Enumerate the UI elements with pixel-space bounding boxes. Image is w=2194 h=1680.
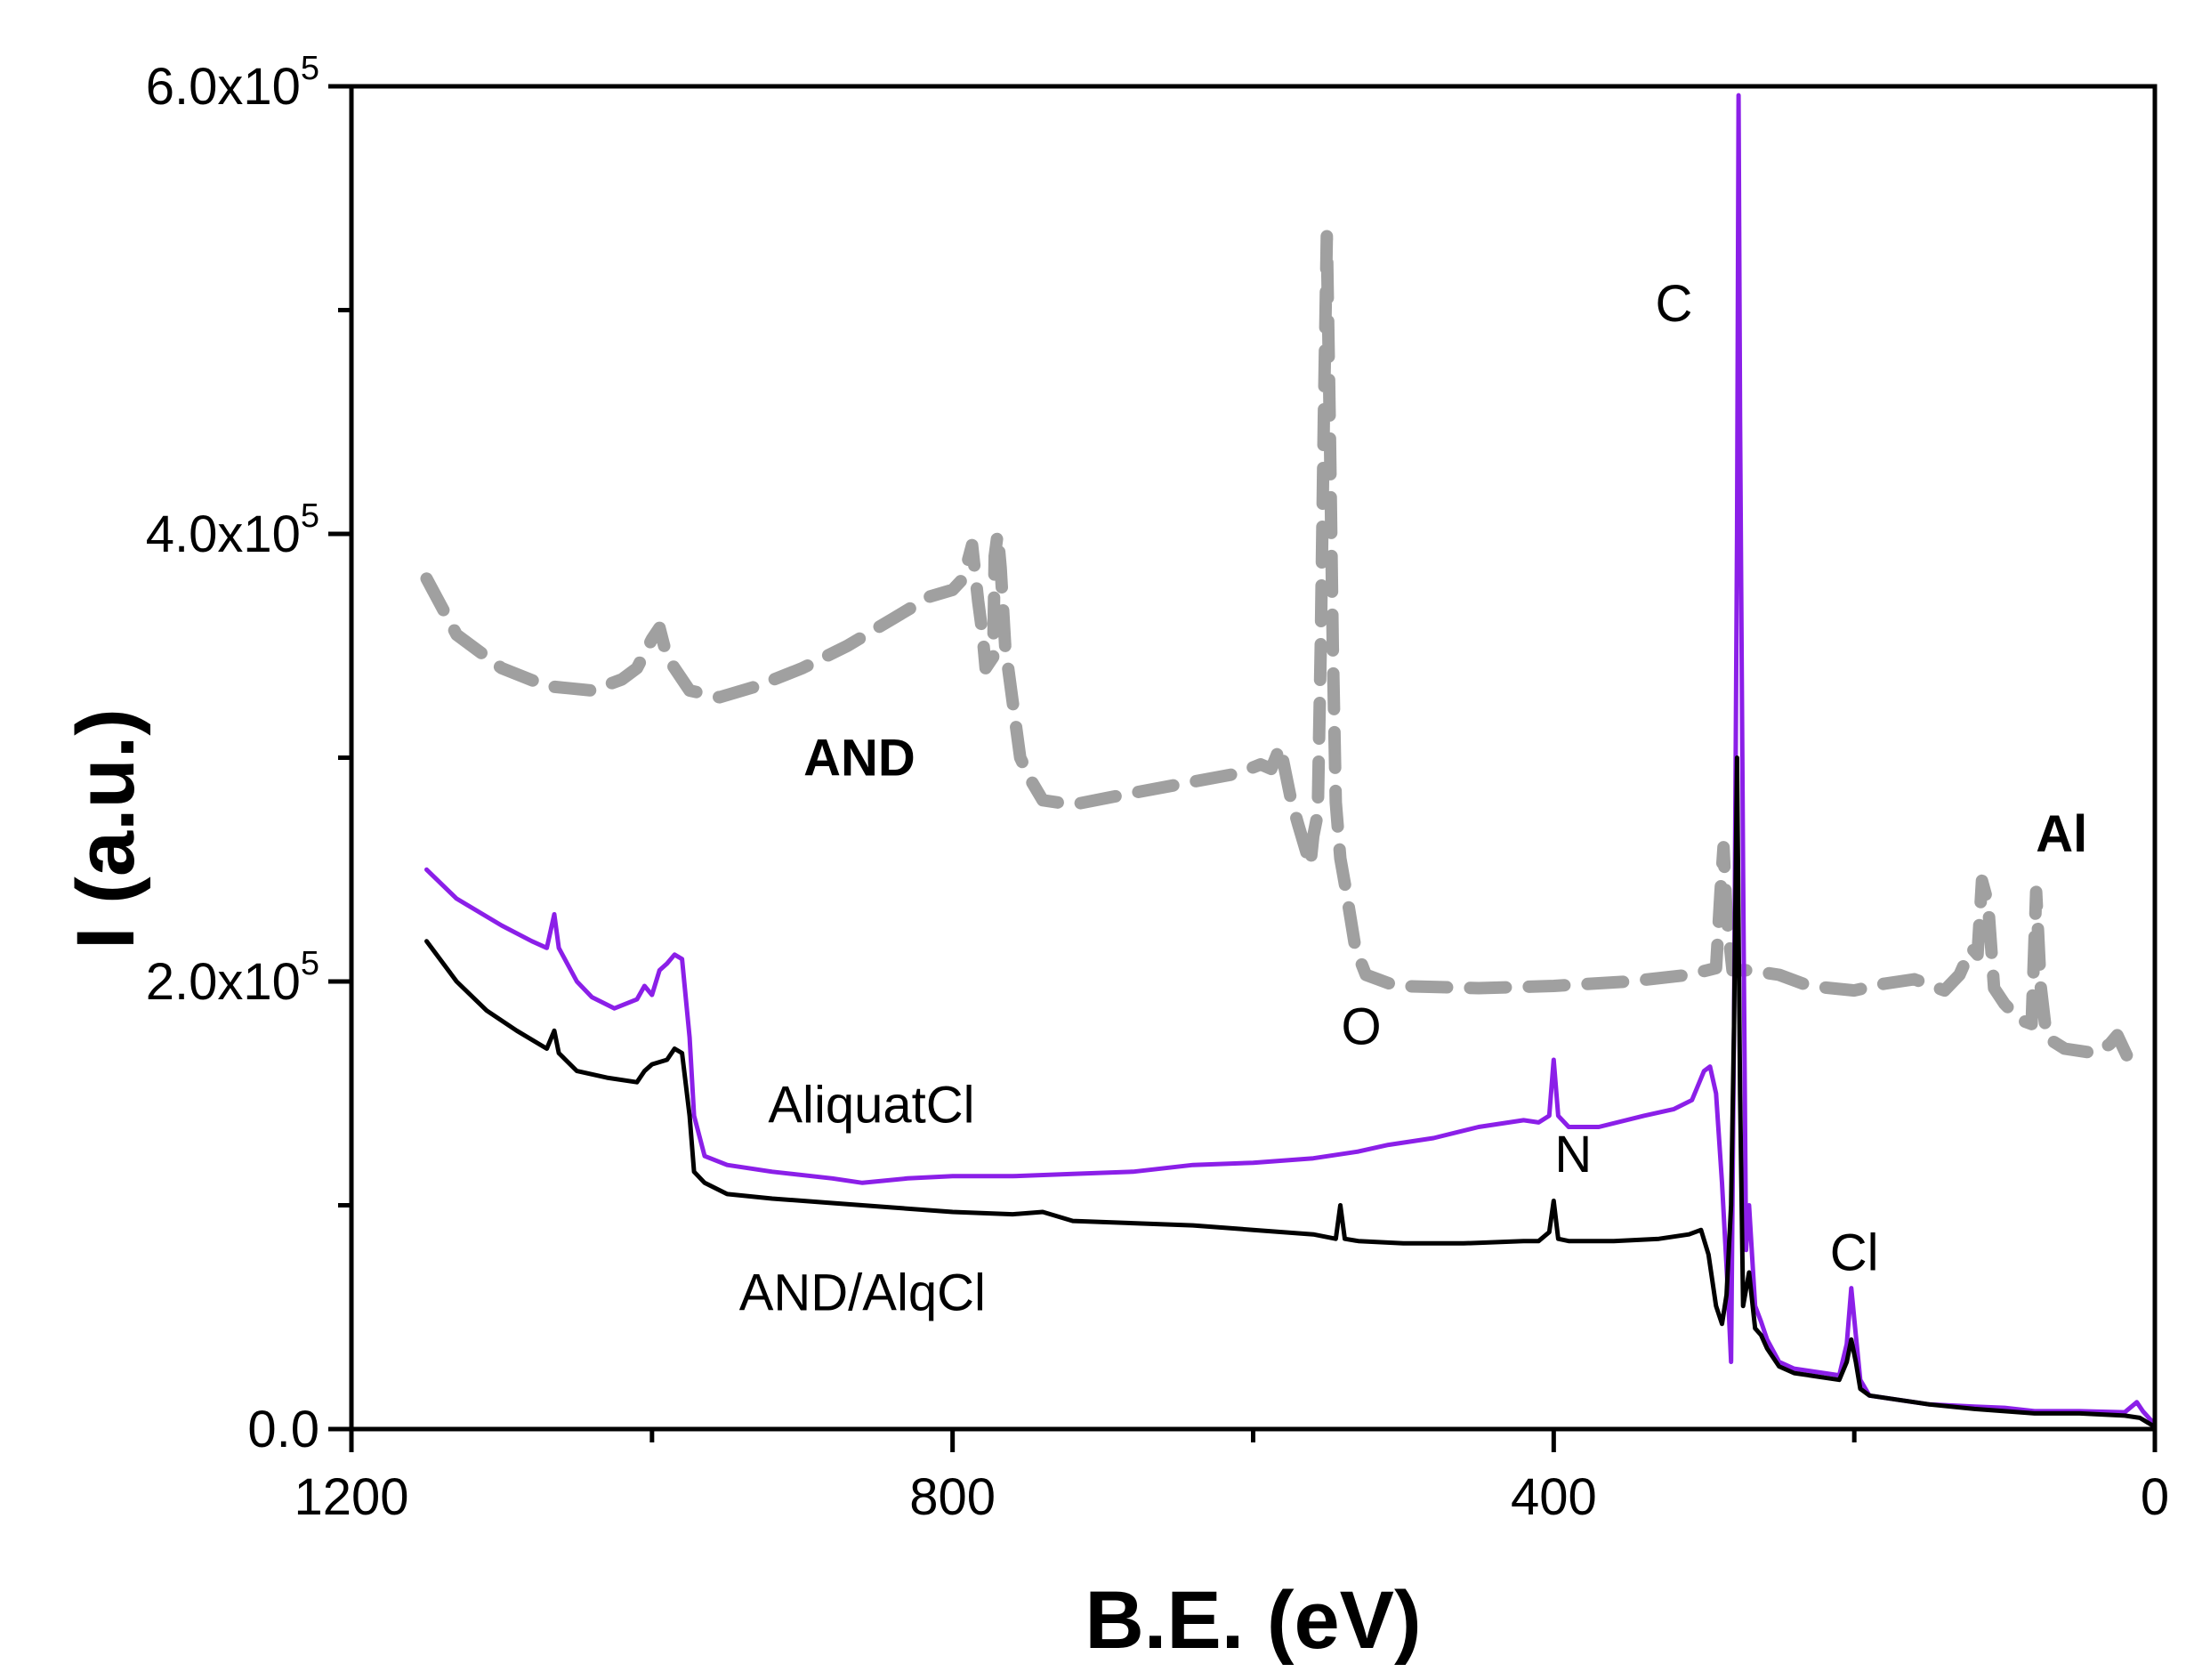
annotation-and: AND xyxy=(803,730,916,788)
annotation-and-alqcl: AND/AlqCl xyxy=(739,1264,986,1322)
x-axis-title: B.E. (eV) xyxy=(1085,1575,1421,1666)
series-line-and xyxy=(420,230,2147,1076)
x-axis: 1200 800 400 0 xyxy=(294,1429,2169,1526)
plot-area xyxy=(420,93,2158,1429)
y-tick-label: 4.0x105 xyxy=(146,497,319,563)
plot-frame xyxy=(349,84,2158,1432)
annotation-c: C xyxy=(1656,275,1693,333)
x-tick-label: 0 xyxy=(2141,1468,2169,1526)
annotation-cl: Cl xyxy=(1830,1224,1879,1281)
y-axis: 0.0 2.0x105 4.0x105 6.0x105 xyxy=(146,50,351,1458)
annotation-o: O xyxy=(1342,998,1382,1055)
y-axis-title: I (a.u.) xyxy=(60,708,151,949)
annotations: C O N Cl AND Al AliquatCl AND/AlqCl xyxy=(739,275,2088,1322)
y-tick-label: 0.0 xyxy=(247,1401,319,1458)
x-tick-label: 1200 xyxy=(294,1468,408,1526)
series-line-aliquatcl xyxy=(424,93,2158,1427)
annotation-al: Al xyxy=(2036,805,2087,863)
x-tick-label: 400 xyxy=(1511,1468,1597,1526)
annotation-aliquatcl: AliquatCl xyxy=(768,1076,974,1134)
y-tick-label: 6.0x105 xyxy=(146,50,319,116)
x-tick-label: 800 xyxy=(909,1468,996,1526)
series-line-and-alqcl xyxy=(424,755,2158,1429)
annotation-n: N xyxy=(1554,1126,1592,1183)
y-tick-label: 2.0x105 xyxy=(146,945,319,1011)
